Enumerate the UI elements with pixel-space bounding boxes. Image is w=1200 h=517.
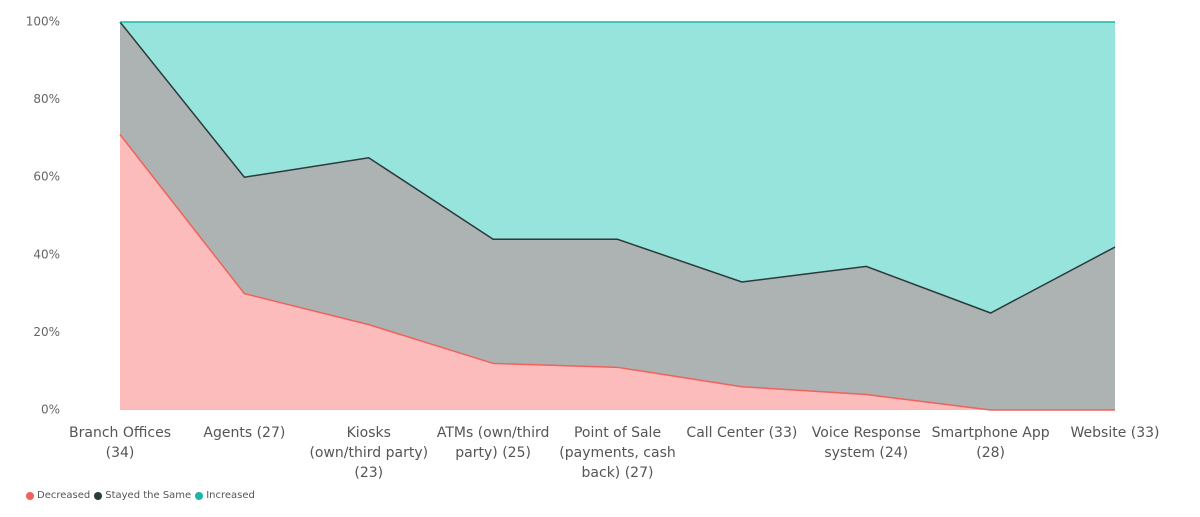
series-line [119,21,1116,314]
legend-swatch [26,491,34,500]
legend-label: Increased [206,490,255,501]
y-tick-label: 60% [33,170,60,184]
series-line [119,134,1115,411]
area [120,134,1115,410]
legend: Decreased Stayed the Same Increased [26,490,255,501]
y-tick-label: 80% [33,92,60,106]
x-tick-label: Branch Offices (34) [69,425,171,461]
legend-item: Increased [195,490,255,501]
legend-label: Stayed the Same [105,490,192,501]
legend-swatch [195,491,204,500]
y-tick-label: 0% [41,403,60,417]
legend-swatch [94,491,103,500]
x-tick-label: Smartphone App (28) [931,425,1050,461]
x-tick-label: Point of Sale (payments, cash back) (27) [559,425,676,481]
y-tick-label: 20% [33,325,60,339]
x-tick-label: Agents (27) [203,425,286,441]
area [120,22,1115,410]
legend-item: Stayed the Same [94,490,191,501]
x-tick-label: ATMs (own/third party) (25) [436,425,550,461]
x-tick-label: Voice Response system (24) [811,425,921,461]
y-tick-label: 100% [26,15,60,29]
legend-item: Decreased [26,490,90,501]
x-tick-label: Call Center (33) [686,425,798,441]
legend-label: Decreased [37,490,91,501]
x-tick-label: Website (33) [1070,425,1160,441]
x-tick-label: Kiosks (own/third party) (23) [309,425,429,481]
y-tick-label: 40% [33,247,60,261]
area [120,22,1115,313]
